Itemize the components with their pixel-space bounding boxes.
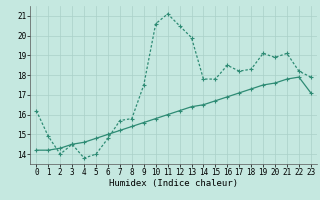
X-axis label: Humidex (Indice chaleur): Humidex (Indice chaleur) — [109, 179, 238, 188]
